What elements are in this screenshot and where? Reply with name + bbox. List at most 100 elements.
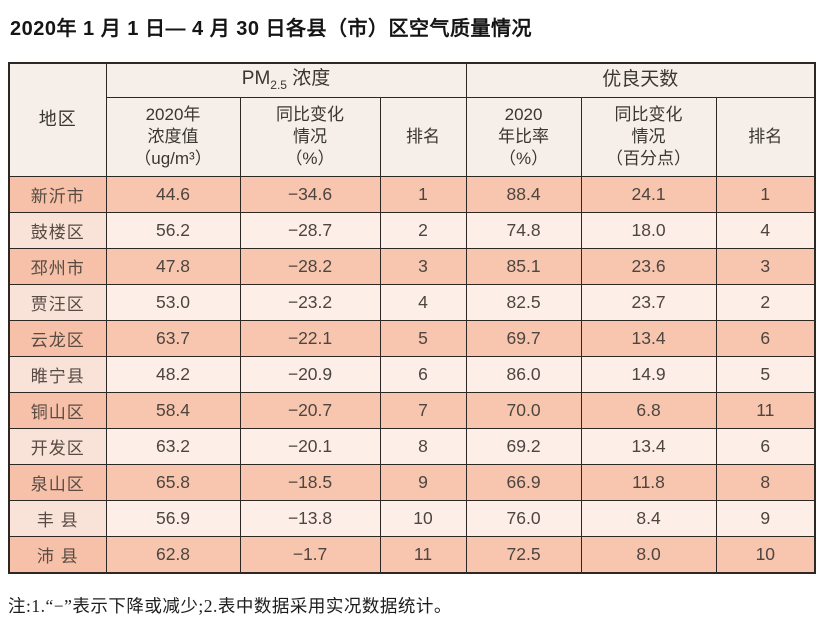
good-change-cell: 23.6 [580,248,717,285]
pm-change-cell: −13.8 [239,500,381,537]
good-rate-cell: 72.5 [465,536,582,574]
pm-rank-cell: 1 [379,176,467,213]
region-cell: 泉山区 [8,464,107,501]
good-change-cell: 6.8 [580,392,717,429]
table-header: 地区 PM2.5 浓度 优良天数 2020年 浓度值 （ug/m³） 同比变化 … [8,62,816,177]
good-rate-cell: 70.0 [465,392,582,429]
table-body: 新沂市 44.6 −34.6 1 88.4 24.1 1 鼓楼区 56.2 −2… [8,176,816,574]
good-change-cell: 23.7 [580,284,717,321]
pm25-label-subscript: 2.5 [270,78,287,93]
pm-value-cell: 58.4 [105,392,241,429]
region-cell: 沛 县 [8,536,107,574]
region-cell: 新沂市 [8,176,107,213]
table-footnote: 注:1.“−”表示下降或减少;2.表中数据采用实况数据统计。 [8,596,452,616]
table-row: 丰 县 56.9 −13.8 10 76.0 8.4 9 [8,500,816,537]
good-rank-cell: 2 [715,284,816,321]
good-rate-cell: 74.8 [465,212,582,249]
good-change-cell: 18.0 [580,212,717,249]
region-cell: 邳州市 [8,248,107,285]
region-cell: 贾汪区 [8,284,107,321]
column-header-pm-rank: 排名 [379,97,467,177]
good-rank-cell: 9 [715,500,816,537]
table-row: 鼓楼区 56.2 −28.7 2 74.8 18.0 4 [8,212,816,249]
column-header-region: 地区 [8,62,107,177]
region-cell: 云龙区 [8,320,107,357]
good-change-cell: 24.1 [580,176,717,213]
good-rank-cell: 8 [715,464,816,501]
column-header-pm-change: 同比变化 情况 （%） [239,97,381,177]
table-row: 贾汪区 53.0 −23.2 4 82.5 23.7 2 [8,284,816,321]
table-row: 云龙区 63.7 −22.1 5 69.7 13.4 6 [8,320,816,357]
pm-value-cell: 56.9 [105,500,241,537]
air-quality-table: 地区 PM2.5 浓度 优良天数 2020年 浓度值 （ug/m³） 同比变化 … [8,62,817,574]
good-rank-cell: 1 [715,176,816,213]
good-rank-cell: 6 [715,428,816,465]
pm-value-cell: 62.8 [105,536,241,574]
pm-rank-cell: 8 [379,428,467,465]
good-rank-cell: 5 [715,356,816,393]
pm-rank-cell: 2 [379,212,467,249]
pm-value-cell: 53.0 [105,284,241,321]
pm-change-cell: −28.7 [239,212,381,249]
pm-value-cell: 56.2 [105,212,241,249]
pm-change-cell: −22.1 [239,320,381,357]
good-change-cell: 13.4 [580,320,717,357]
good-rank-cell: 11 [715,392,816,429]
good-change-cell: 8.4 [580,500,717,537]
column-header-good-rank: 排名 [715,97,816,177]
good-change-cell: 13.4 [580,428,717,465]
pm-value-cell: 65.8 [105,464,241,501]
pm-change-cell: −28.2 [239,248,381,285]
pm-value-cell: 44.6 [105,176,241,213]
table-row: 铜山区 58.4 −20.7 7 70.0 6.8 11 [8,392,816,429]
column-header-pm-value: 2020年 浓度值 （ug/m³） [105,97,241,177]
region-cell: 睢宁县 [8,356,107,393]
good-rate-cell: 88.4 [465,176,582,213]
table-row: 开发区 63.2 −20.1 8 69.2 13.4 6 [8,428,816,465]
good-change-cell: 8.0 [580,536,717,574]
pm25-label-suffix: 浓度 [286,68,331,90]
region-cell: 丰 县 [8,500,107,537]
table-row: 沛 县 62.8 −1.7 11 72.5 8.0 10 [8,536,816,574]
column-header-good-change: 同比变化 情况 （百分点） [580,97,717,177]
column-header-good-rate: 2020 年比率 （%） [465,97,582,177]
pm-value-cell: 47.8 [105,248,241,285]
header-group-row: 地区 PM2.5 浓度 优良天数 [8,62,816,177]
table-row: 睢宁县 48.2 −20.9 6 86.0 14.9 5 [8,356,816,393]
pm-value-cell: 48.2 [105,356,241,393]
good-rate-cell: 85.1 [465,248,582,285]
good-rank-cell: 4 [715,212,816,249]
pm-change-cell: −1.7 [239,536,381,574]
good-rate-cell: 82.5 [465,284,582,321]
page-title: 2020年 1 月 1 日— 4 月 30 日各县（市）区空气质量情况 [10,18,533,40]
pm-rank-cell: 9 [379,464,467,501]
pm-rank-cell: 7 [379,392,467,429]
pm25-label-prefix: PM [241,68,271,90]
pm-change-cell: −20.9 [239,356,381,393]
good-rate-cell: 76.0 [465,500,582,537]
good-change-cell: 11.8 [580,464,717,501]
pm-change-cell: −20.1 [239,428,381,465]
pm-rank-cell: 3 [379,248,467,285]
pm-change-cell: −23.2 [239,284,381,321]
pm-rank-cell: 6 [379,356,467,393]
pm-rank-cell: 4 [379,284,467,321]
column-group-pm25: PM2.5 浓度 [105,62,467,98]
good-rate-cell: 69.2 [465,428,582,465]
table-row: 新沂市 44.6 −34.6 1 88.4 24.1 1 [8,176,816,213]
pm-change-cell: −34.6 [239,176,381,213]
good-rate-cell: 69.7 [465,320,582,357]
pm-value-cell: 63.7 [105,320,241,357]
region-cell: 开发区 [8,428,107,465]
good-rank-cell: 6 [715,320,816,357]
column-group-good-days: 优良天数 [465,62,816,98]
pm-rank-cell: 10 [379,500,467,537]
header-sub-row: 2020年 浓度值 （ug/m³） 同比变化 情况 （%） 排名 2020 年比… [9,97,816,177]
pm-rank-cell: 5 [379,320,467,357]
pm-value-cell: 63.2 [105,428,241,465]
pm-rank-cell: 11 [379,536,467,574]
good-rate-cell: 66.9 [465,464,582,501]
region-cell: 鼓楼区 [8,212,107,249]
good-rank-cell: 3 [715,248,816,285]
table-row: 泉山区 65.8 −18.5 9 66.9 11.8 8 [8,464,816,501]
